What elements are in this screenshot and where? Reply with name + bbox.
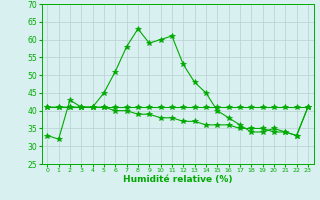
X-axis label: Humidité relative (%): Humidité relative (%) — [123, 175, 232, 184]
